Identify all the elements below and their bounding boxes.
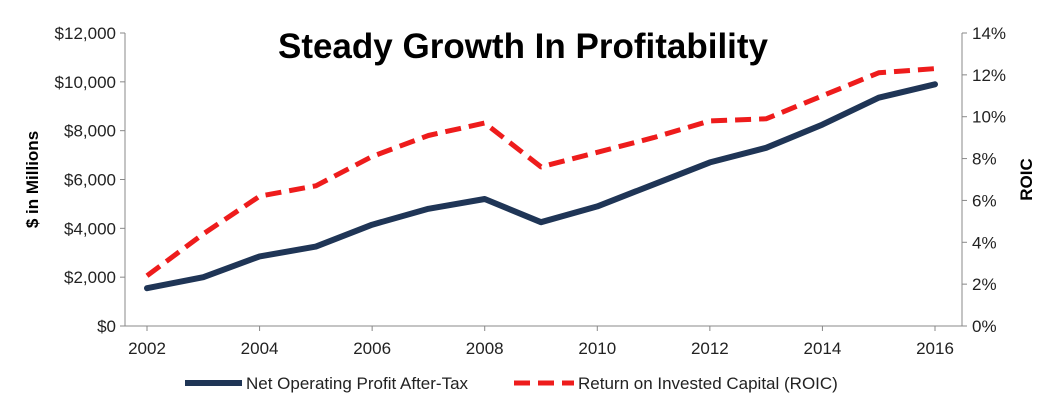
right-tick-label: 6% (972, 191, 997, 210)
right-tick-label: 12% (972, 66, 1006, 85)
x-tick-label: 2010 (578, 339, 616, 358)
right-axis-title: ROIC (1017, 158, 1036, 201)
right-tick-label: 8% (972, 150, 997, 169)
right-tick-label: 4% (972, 233, 997, 252)
x-tick-label: 2008 (466, 339, 504, 358)
chart-title: Steady Growth In Profitability (278, 27, 769, 66)
x-tick-label: 2016 (916, 339, 954, 358)
left-tick-label: $10,000 (55, 73, 116, 92)
series-layer (144, 66, 938, 292)
legend-label-0: Net Operating Profit After-Tax (246, 374, 469, 393)
right-tick-label: 2% (972, 275, 997, 294)
right-tick-label: 0% (972, 317, 997, 336)
left-tick-label: $4,000 (64, 219, 116, 238)
left-tick-label: $0 (97, 317, 116, 336)
legend-label-1: Return on Invested Capital (ROIC) (578, 374, 838, 393)
x-tick-label: 2006 (353, 339, 391, 358)
x-tick-label: 2014 (804, 339, 842, 358)
axes-group: $0 $2,000 $4,000 $6,000 $8,000 $10,000 $12,000… (23, 24, 1036, 358)
x-tick-label: 2004 (241, 339, 279, 358)
left-tick-label: $6,000 (64, 171, 116, 190)
left-tick-label: $2,000 (64, 268, 116, 287)
left-tick-label: $12,000 (55, 24, 116, 43)
right-tick-label: 14% (972, 24, 1006, 43)
left-tick-label: $8,000 (64, 122, 116, 141)
series-line-1 (145, 66, 936, 278)
left-axis-title: $ in Millions (23, 131, 42, 228)
right-tick-label: 10% (972, 108, 1006, 127)
legend: Net Operating Profit After-Tax Return on … (185, 374, 838, 393)
x-tick-label: 2012 (691, 339, 729, 358)
series-line-0 (144, 81, 938, 292)
x-tick-label: 2002 (128, 339, 166, 358)
